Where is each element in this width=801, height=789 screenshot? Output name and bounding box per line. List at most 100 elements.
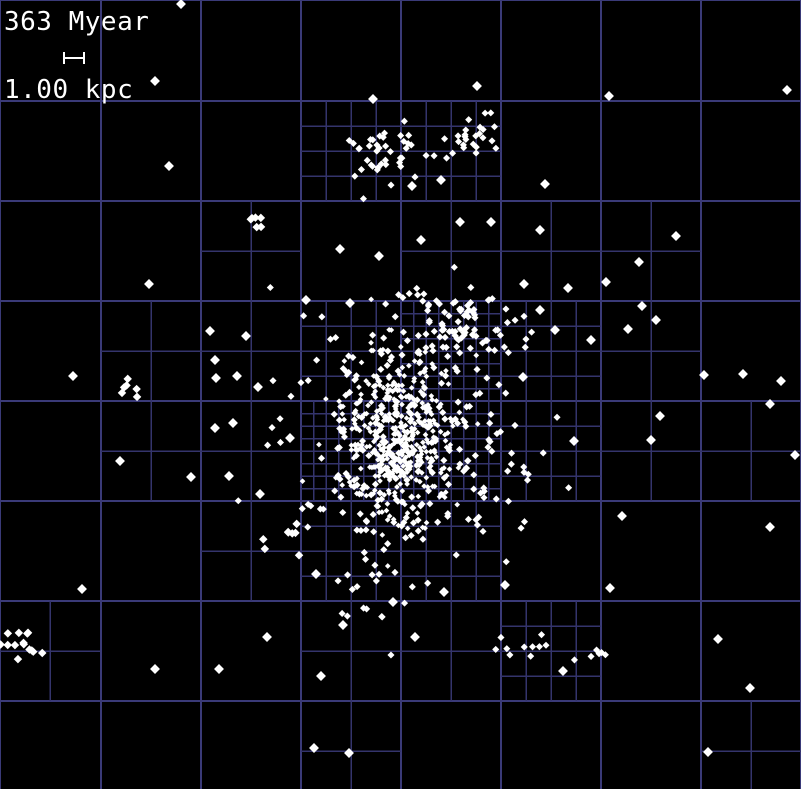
star-particle <box>363 492 370 499</box>
star-particle <box>448 327 456 335</box>
star-particle <box>355 145 363 153</box>
star-particle <box>601 277 611 287</box>
star-particle <box>745 683 755 693</box>
star-particle <box>337 403 345 411</box>
star-particle <box>398 344 404 350</box>
star-particle <box>790 450 800 460</box>
star-particle <box>535 643 543 651</box>
star-particle <box>285 433 295 443</box>
star-particle <box>385 443 393 451</box>
star-particle <box>507 460 515 468</box>
star-particle <box>420 422 426 429</box>
star-particle <box>431 449 438 456</box>
star-particle <box>405 449 413 457</box>
star-particle <box>392 475 400 483</box>
star-particle <box>256 213 266 223</box>
star-particle <box>362 517 370 525</box>
star-particle <box>465 306 473 314</box>
star-particle <box>377 406 385 414</box>
star-particle <box>384 387 391 393</box>
star-particle <box>455 336 463 344</box>
star-particle <box>423 373 430 380</box>
star-particle <box>454 398 462 406</box>
star-particle <box>395 382 402 389</box>
star-particle <box>367 135 375 144</box>
star-particle <box>338 620 348 630</box>
star-particle <box>410 632 420 642</box>
star-particle <box>586 335 596 345</box>
star-particle <box>268 424 276 432</box>
star-particle <box>405 290 413 298</box>
star-particle <box>503 319 511 327</box>
star-particle <box>304 523 312 531</box>
star-particle <box>365 425 372 432</box>
star-particle <box>398 420 404 426</box>
star-particle <box>456 349 464 357</box>
star-particle <box>388 459 396 467</box>
star-particle <box>428 457 436 465</box>
star-particle <box>473 521 481 529</box>
star-particle <box>472 391 480 399</box>
star-particle <box>528 328 536 336</box>
star-particle <box>473 352 480 359</box>
star-particle <box>417 478 423 485</box>
star-particle <box>373 433 381 441</box>
star-particle <box>433 454 440 460</box>
star-particle <box>411 420 418 427</box>
star-particle <box>422 431 429 438</box>
star-particle <box>399 294 407 302</box>
star-particle <box>460 467 468 475</box>
star-particle <box>408 493 416 501</box>
star-particle <box>595 650 603 658</box>
star-particle <box>456 409 463 416</box>
star-particle <box>269 377 277 385</box>
star-particle <box>465 116 473 124</box>
star-particle <box>297 379 305 387</box>
star-particle <box>247 213 257 223</box>
star-particle <box>391 489 398 496</box>
star-particle <box>398 498 406 506</box>
star-particle <box>436 333 444 341</box>
star-particle <box>406 418 414 426</box>
star-particle <box>391 431 397 437</box>
star-particle <box>372 419 380 427</box>
star-particle <box>428 393 435 399</box>
star-particle <box>487 410 495 418</box>
star-particle <box>341 358 348 364</box>
star-particle <box>522 335 530 343</box>
star-particle <box>330 410 338 418</box>
star-particle <box>409 504 417 512</box>
star-particle <box>385 382 391 389</box>
star-particle <box>356 510 364 518</box>
star-particle <box>500 580 510 590</box>
star-particle <box>355 490 363 498</box>
star-particle <box>164 161 174 171</box>
star-particle <box>374 251 384 261</box>
star-particle <box>414 291 422 299</box>
star-particle <box>394 484 400 490</box>
star-particle <box>360 604 368 612</box>
star-particle <box>414 349 422 357</box>
star-particle <box>407 181 417 191</box>
star-particle <box>372 428 379 435</box>
scale-label: 1.00 kpc <box>4 75 133 105</box>
star-particle <box>368 399 375 406</box>
star-particle <box>408 385 415 391</box>
star-particle <box>570 656 578 664</box>
star-particle <box>373 166 381 174</box>
star-particle <box>352 372 360 380</box>
star-particle <box>439 587 449 597</box>
star-particle <box>385 373 393 381</box>
star-particle <box>375 456 381 463</box>
star-particle <box>369 510 377 519</box>
star-particle <box>317 454 326 462</box>
star-particle <box>375 144 383 152</box>
star-particle <box>424 307 432 315</box>
star-particle <box>399 382 405 389</box>
star-particle <box>441 333 449 341</box>
star-particle <box>414 429 421 436</box>
star-particle <box>480 484 488 492</box>
star-particle <box>455 217 465 227</box>
star-particle <box>470 471 478 479</box>
star-particle <box>421 444 428 450</box>
